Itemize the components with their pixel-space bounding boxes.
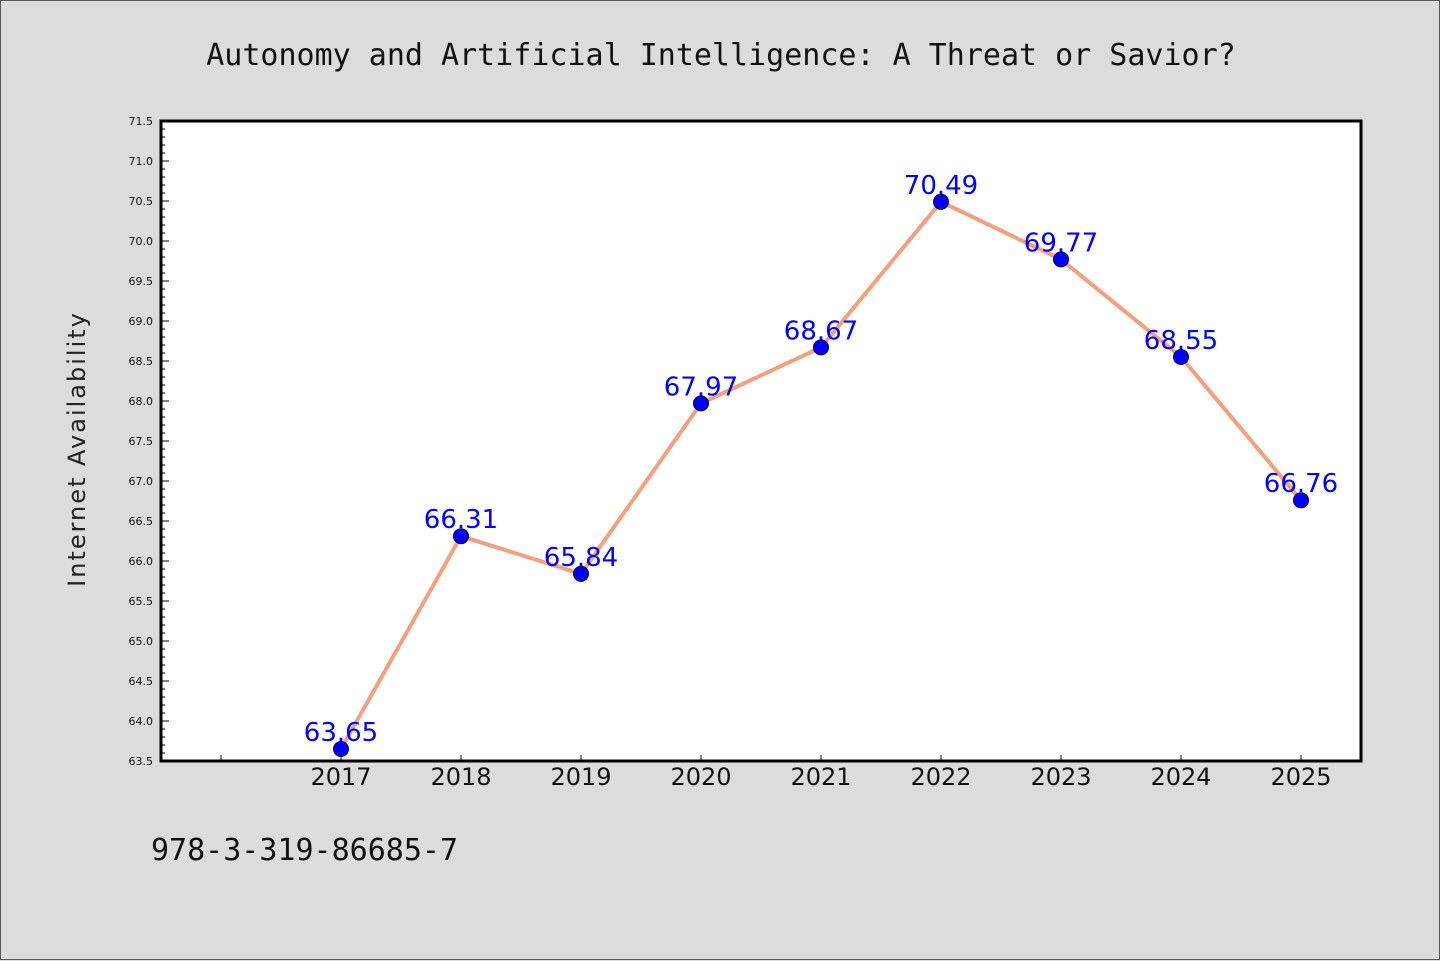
y-tick-label: 69.5 <box>129 275 154 288</box>
data-label: 66.76 <box>1264 469 1338 499</box>
x-tick-label: 2022 <box>910 763 971 791</box>
x-tick-label: 2024 <box>1150 763 1211 791</box>
data-label: 69.77 <box>1024 228 1098 258</box>
y-tick-label: 67.5 <box>129 435 154 448</box>
series-markers <box>333 193 1309 757</box>
y-tick-label: 71.0 <box>129 155 154 168</box>
y-tick-label: 68.5 <box>129 355 154 368</box>
x-tick-label: 2018 <box>430 763 491 791</box>
y-tick-label: 69.0 <box>129 315 154 328</box>
data-label: 66.31 <box>424 505 498 535</box>
y-tick-label: 71.5 <box>129 115 154 128</box>
y-tick-label: 66.0 <box>129 555 154 568</box>
y-tick-label: 70.5 <box>129 195 154 208</box>
data-point <box>453 528 469 545</box>
y-tick-label: 67.0 <box>129 475 154 488</box>
data-labels: 63.65 66.31 65.84 67.97 68.67 70.49 69.77 68.55… <box>304 171 1338 748</box>
x-tick-label: 2017 <box>310 763 371 791</box>
data-point <box>573 565 589 582</box>
x-tick-label: 2021 <box>790 763 851 791</box>
plot-area <box>161 121 1361 761</box>
data-point <box>933 193 949 210</box>
data-label: 67.97 <box>664 372 738 402</box>
y-tick-label: 68.0 <box>129 395 154 408</box>
isbn-footnote: 978-3-319-86685-7 <box>151 833 459 868</box>
plot-border <box>159 119 1363 763</box>
data-point <box>1053 251 1069 268</box>
y-tick-label: 64.5 <box>129 675 154 688</box>
y-tick-label: 65.0 <box>129 635 154 648</box>
y-axis-ticks: 63.5 64.0 64.5 65.0 65.5 66.0 66.5 67.0 67.5 68.0… <box>129 115 169 768</box>
y-tick-label: 65.5 <box>129 595 154 608</box>
y-axis-title: Internet Availability <box>63 311 91 587</box>
data-point <box>333 741 349 757</box>
data-label: 68.67 <box>784 316 858 346</box>
data-point <box>1173 349 1189 365</box>
data-label: 70.49 <box>904 171 978 201</box>
chart-title: Autonomy and Artificial Intelligence: A … <box>206 38 1236 73</box>
data-label: 65.84 <box>544 543 618 573</box>
y-tick-label: 70.0 <box>129 235 154 248</box>
y-tick-label: 64.0 <box>129 715 154 728</box>
y-tick-label: 63.5 <box>129 755 154 768</box>
data-label: 68.55 <box>1144 326 1218 356</box>
x-tick-label: 2023 <box>1030 763 1091 791</box>
data-point <box>1293 492 1309 509</box>
data-point <box>693 395 709 412</box>
x-axis-ticks: 2017 2018 2019 2020 2021 2022 2023 2024 2025 <box>220 755 1332 791</box>
x-tick-label: 2019 <box>550 763 611 791</box>
x-tick-label: 2025 <box>1270 763 1331 791</box>
x-tick-label: 2020 <box>670 763 731 791</box>
data-point <box>813 339 829 356</box>
y-tick-label: 66.5 <box>129 515 154 528</box>
data-label: 63.65 <box>304 718 378 748</box>
